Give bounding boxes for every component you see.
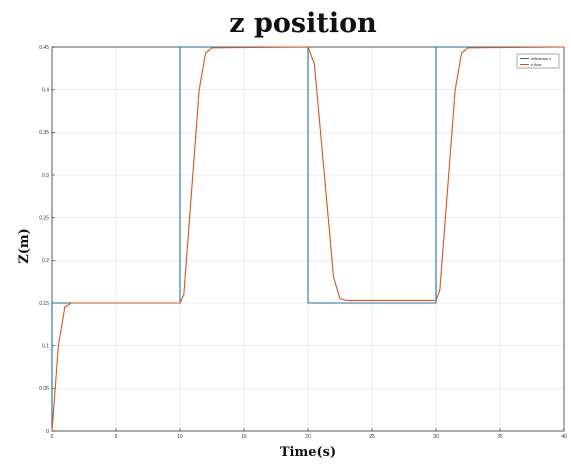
chart-title: z position — [229, 8, 377, 39]
y-tick-label: 0.2 — [42, 258, 49, 264]
legend-label-reference-z: reference z — [531, 56, 551, 61]
y-tick-label: 0.1 — [42, 343, 49, 349]
x-tick-label: 10 — [177, 434, 183, 440]
x-tick-label: 40 — [561, 434, 567, 440]
y-tick-label: 0.15 — [39, 301, 49, 307]
legend-label-z-flow: z flow — [531, 62, 541, 67]
y-tick-label: 0.35 — [39, 130, 49, 136]
series-lines — [51, 46, 565, 432]
x-tick-label: 20 — [305, 434, 311, 440]
y-tick-label: 0 — [46, 429, 49, 435]
x-tick-label: 30 — [433, 434, 439, 440]
x-tick-label: 15 — [241, 434, 247, 440]
axis-ticks: 0 5 10 15 20 25 30 35 40 0 0.05 0.1 0.15 0.2 0.25 0.3 0.… — [39, 45, 567, 440]
y-axis-label: Z(m) — [17, 228, 32, 264]
x-tick-label: 0 — [51, 434, 54, 440]
x-tick-label: 35 — [497, 434, 503, 440]
y-tick-label: 0.3 — [42, 173, 49, 179]
y-tick-label: 0.25 — [39, 215, 49, 221]
x-tick-label: 5 — [115, 434, 118, 440]
series-line-z-flow — [51, 46, 565, 432]
y-tick-label: 0.4 — [42, 87, 49, 93]
y-tick-label: 0.05 — [39, 386, 49, 392]
x-tick-label: 25 — [369, 434, 375, 440]
legend: reference z z flow — [516, 53, 560, 69]
x-axis-label: Time(s) — [280, 445, 336, 460]
y-tick-label: 0.45 — [39, 45, 49, 51]
